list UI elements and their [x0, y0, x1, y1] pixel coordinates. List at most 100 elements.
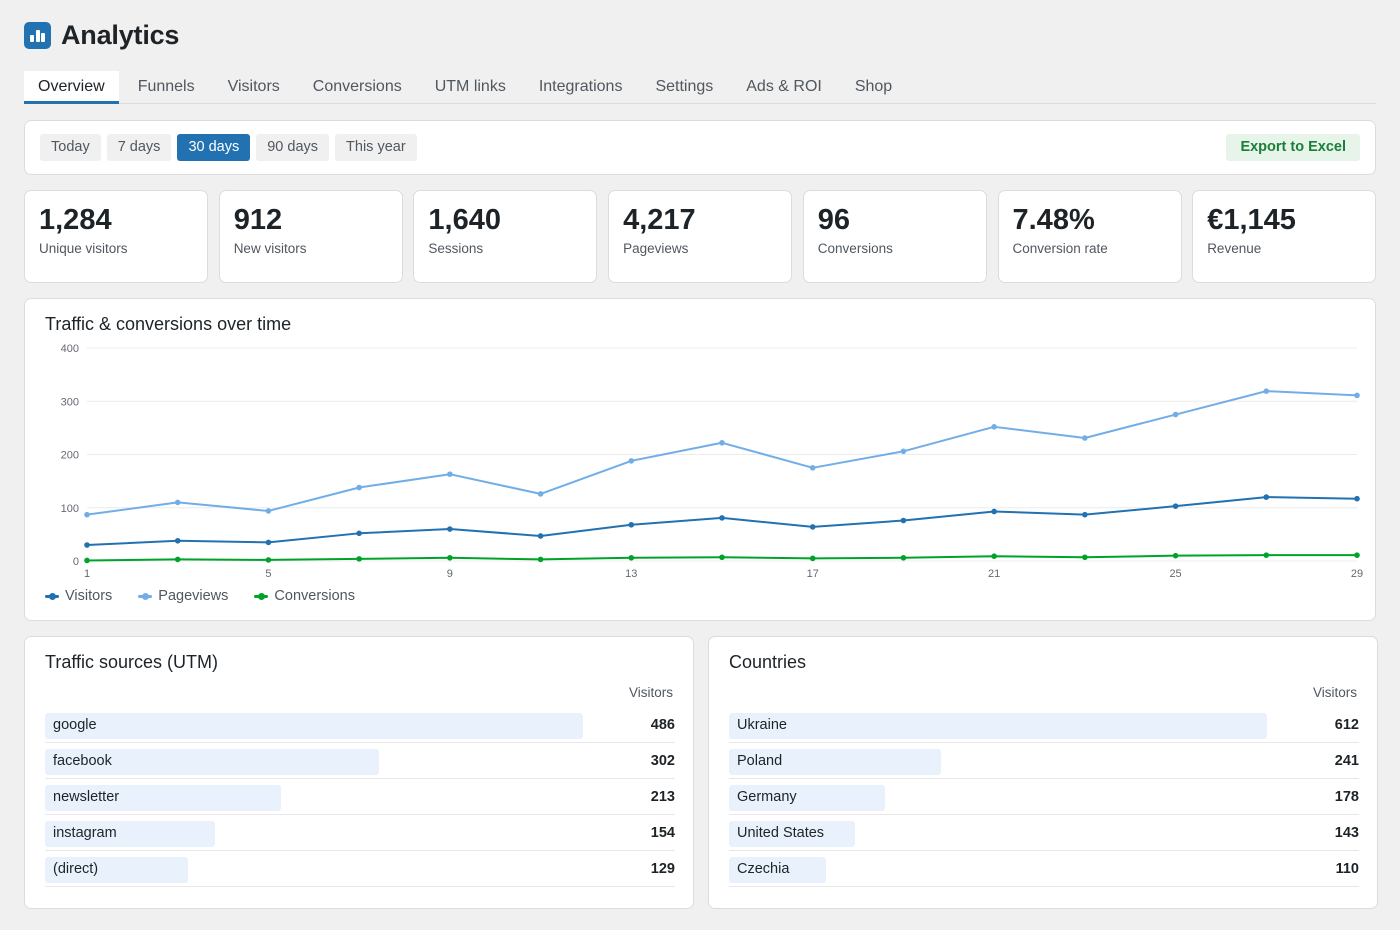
row-bar [729, 821, 855, 847]
row-value: 241 [1334, 753, 1359, 769]
data-point-pageviews [447, 471, 453, 478]
range-today-button[interactable]: Today [40, 134, 101, 161]
data-point-visitors [537, 533, 544, 539]
data-point-pageviews [719, 439, 725, 446]
data-point-visitors [356, 530, 362, 537]
table-row[interactable]: instagram 154 [45, 815, 675, 851]
data-point-conversions [265, 557, 272, 563]
chart-legend: Visitors Pageviews Conversions [45, 588, 355, 604]
data-point-visitors [447, 526, 453, 532]
table-row[interactable]: newsletter 213 [45, 779, 675, 815]
data-point-pageviews [1172, 411, 1179, 418]
data-point-pageviews [628, 458, 635, 464]
table-row[interactable]: Ukraine 612 [729, 707, 1359, 743]
table-row[interactable]: Germany 178 [729, 779, 1359, 815]
kpi-label: New visitors [233, 241, 307, 256]
table-row[interactable]: United States 143 [729, 815, 1359, 851]
range-7-days-button[interactable]: 7 days [106, 134, 172, 161]
countries-card: Countries Visitors Ukraine 612 Poland 24… [708, 636, 1378, 909]
row-value: 154 [650, 825, 675, 841]
legend-label: Pageviews [158, 588, 229, 604]
row-value: 129 [650, 861, 675, 877]
kpi-revenue: €1,145 Revenue [1192, 190, 1377, 283]
row-label: facebook [53, 753, 112, 769]
x-tick-label: 5 [265, 568, 271, 580]
x-tick-label: 17 [807, 568, 819, 580]
data-point-pageviews [1263, 388, 1270, 394]
tab-conversions[interactable]: Conversions [312, 78, 402, 95]
tab-shop[interactable]: Shop [854, 78, 893, 95]
data-point-pageviews [174, 499, 181, 506]
kpi-sessions: 1,640 Sessions [413, 190, 598, 283]
data-point-conversions [1172, 552, 1179, 559]
row-bar [45, 785, 281, 811]
data-point-visitors [900, 517, 907, 524]
data-point-visitors [174, 537, 181, 544]
x-tick-label: 1 [84, 568, 90, 580]
y-tick-label: 200 [61, 450, 79, 462]
y-tick-label: 300 [61, 396, 79, 408]
legend-swatch [138, 592, 153, 600]
countries-title: Countries [729, 652, 807, 672]
series-line-pageviews [86, 390, 1358, 516]
tab-overview[interactable]: Overview [24, 71, 119, 104]
range-90-days-button[interactable]: 90 days [256, 134, 330, 161]
app-header: Analytics [24, 20, 179, 51]
tab-visitors[interactable]: Visitors [227, 78, 280, 95]
x-tick-label: 9 [447, 568, 453, 580]
table-row[interactable]: google 486 [45, 707, 675, 743]
nav-tabs: Overview Funnels Visitors Conversions UT… [24, 71, 1376, 104]
kpi-unique-visitors: 1,284 Unique visitors [24, 190, 208, 283]
kpi-label: Sessions [428, 241, 484, 256]
kpi-value: €1,145 [1207, 204, 1296, 236]
table-row[interactable]: Poland 241 [729, 743, 1359, 779]
data-point-visitors [1172, 503, 1179, 509]
tab-utm-links[interactable]: UTM links [434, 78, 506, 95]
kpi-label: Conversion rate [1012, 241, 1108, 256]
tab-funnels[interactable]: Funnels [137, 78, 195, 95]
data-point-visitors [1263, 494, 1270, 500]
legend-item-conversions[interactable]: Conversions [254, 588, 355, 604]
kpi-conversion-rate: 7.48% Conversion rate [997, 190, 1182, 283]
row-value: 213 [650, 789, 675, 805]
legend-item-pageviews[interactable]: Pageviews [138, 588, 228, 604]
kpi-label: Revenue [1207, 241, 1262, 256]
data-point-conversions [900, 555, 907, 561]
table-row[interactable]: facebook 302 [45, 743, 675, 779]
kpi-conversions: 96 Conversions [802, 190, 987, 283]
range-this-year-button[interactable]: This year [335, 134, 417, 161]
data-point-pageviews [265, 508, 272, 514]
row-label: instagram [53, 825, 117, 841]
data-point-visitors [628, 521, 635, 528]
kpi-value: 7.48% [1012, 204, 1095, 236]
sources-title: Traffic sources (UTM) [45, 652, 219, 672]
export-to-excel-button[interactable]: Export to Excel [1226, 134, 1360, 161]
table-row[interactable]: Czechia 110 [729, 851, 1359, 887]
table-row[interactable]: (direct) 129 [45, 851, 675, 887]
row-bar [45, 713, 583, 739]
legend-label: Conversions [274, 588, 355, 604]
x-tick-label: 13 [625, 568, 637, 580]
data-point-conversions [84, 557, 90, 564]
data-point-visitors [719, 515, 725, 521]
legend-label: Visitors [65, 588, 113, 604]
tab-integrations[interactable]: Integrations [538, 78, 623, 95]
legend-item-visitors[interactable]: Visitors [45, 588, 112, 604]
data-point-conversions [809, 555, 816, 562]
data-point-visitors [1082, 511, 1088, 518]
data-point-visitors [265, 539, 272, 546]
data-point-conversions [1263, 552, 1270, 558]
data-point-pageviews [356, 484, 362, 491]
row-bar [45, 749, 380, 775]
kpi-value: 1,640 [428, 204, 501, 236]
tab-ads-roi[interactable]: Ads & ROI [746, 78, 822, 95]
y-tick-label: 100 [61, 503, 79, 515]
row-bar [729, 713, 1267, 739]
y-tick-label: 0 [73, 556, 79, 568]
range-30-days-button[interactable]: 30 days [177, 134, 251, 161]
legend-swatch [45, 592, 59, 600]
kpi-label: Conversions [817, 241, 893, 256]
tab-settings[interactable]: Settings [655, 78, 714, 95]
date-range-group: Today 7 days 30 days 90 days This year [40, 134, 417, 161]
data-point-pageviews [991, 424, 997, 430]
